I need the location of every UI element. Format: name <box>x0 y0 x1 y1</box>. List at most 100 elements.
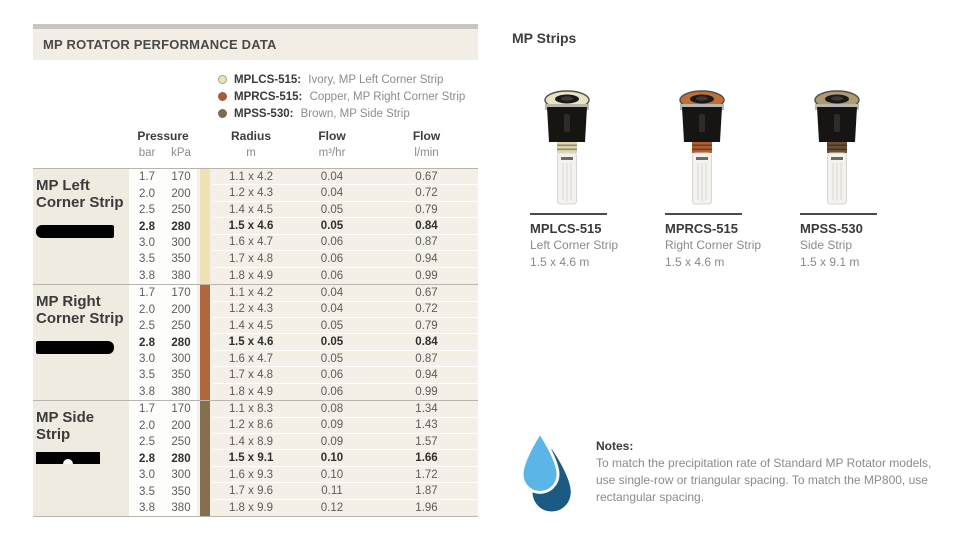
cell-radius: 1.8 x 4.9 <box>213 267 289 285</box>
color-stripe-cell <box>197 285 213 401</box>
cell-m3hr: 0.05 <box>289 350 375 368</box>
cell-bar: 3.5 <box>129 251 165 268</box>
cell-radius: 1.5 x 4.6 <box>213 334 289 351</box>
cell-m3hr: 0.08 <box>289 401 375 418</box>
product-cards: MPLCS-515 Left Corner Strip 1.5 x 4.6 m MPR… <box>530 88 925 271</box>
cell-kpa: 280 <box>165 334 197 351</box>
col-header-flow-lmin: Flow <box>412 129 441 143</box>
cell-kpa: 350 <box>165 367 197 384</box>
cell-m3hr: 0.06 <box>289 383 375 401</box>
cell-kpa: 170 <box>165 285 197 302</box>
cell-radius: 1.4 x 4.5 <box>213 201 289 219</box>
cell-bar: 2.0 <box>129 185 165 202</box>
group-name: MP Side Strip <box>36 409 95 444</box>
page-title: MP ROTATOR PERFORMANCE DATA <box>43 37 277 52</box>
cell-m3hr: 0.05 <box>289 218 375 235</box>
cell-lmin: 0.72 <box>375 185 478 202</box>
cell-kpa: 300 <box>165 350 197 368</box>
unit-bar: bar <box>138 147 156 159</box>
product-model: MPRCS-515 <box>665 221 738 236</box>
strips-heading: MP Strips <box>512 30 577 46</box>
cell-lmin: 0.99 <box>375 383 478 401</box>
cell-radius: 1.2 x 8.6 <box>213 417 289 434</box>
cell-radius: 1.7 x 4.8 <box>213 251 289 268</box>
cell-m3hr: 0.06 <box>289 267 375 285</box>
spray-pattern-right-icon <box>36 341 114 355</box>
unit-m3hr: m³/hr <box>318 147 346 159</box>
cell-radius: 1.4 x 8.9 <box>213 434 289 451</box>
top-gray-bar <box>33 24 478 29</box>
cell-lmin: 1.87 <box>375 483 478 500</box>
cell-kpa: 300 <box>165 234 197 252</box>
cell-kpa: 350 <box>165 251 197 268</box>
cell-radius: 1.8 x 9.9 <box>213 499 289 517</box>
group-label-cell: MP Right Corner Strip <box>33 285 129 401</box>
product-model: MPLCS-515 <box>530 221 602 236</box>
cell-radius: 1.1 x 4.2 <box>213 169 289 186</box>
cell-radius: 1.2 x 4.3 <box>213 185 289 202</box>
cell-m3hr: 0.09 <box>289 417 375 434</box>
group-label-cell: MP Side Strip <box>33 401 129 517</box>
legend-desc: Copper, MP Right Corner Strip <box>306 90 466 103</box>
cell-radius: 1.5 x 4.6 <box>213 218 289 235</box>
product-name: Left Corner Strip <box>530 238 619 252</box>
legend-color-dot <box>218 75 227 84</box>
color-stripe <box>200 401 210 517</box>
legend-desc: Brown, MP Side Strip <box>297 107 410 120</box>
cell-lmin: 0.87 <box>375 350 478 368</box>
legend-item: MPRCS-515: Copper, MP Right Corner Strip <box>218 88 478 105</box>
water-drop-icon <box>518 430 576 520</box>
product-card: MPSS-530 Side Strip 1.5 x 9.1 m <box>800 88 925 271</box>
cell-bar: 2.8 <box>129 218 165 235</box>
cell-bar: 1.7 <box>129 285 165 302</box>
cell-bar: 1.7 <box>129 169 165 186</box>
cell-kpa: 300 <box>165 466 197 484</box>
cell-lmin: 0.67 <box>375 285 478 302</box>
cell-radius: 1.6 x 4.7 <box>213 234 289 252</box>
legend-model: MPLCS-515: <box>234 73 302 86</box>
cell-kpa: 250 <box>165 201 197 219</box>
color-stripe <box>200 169 210 285</box>
legend-color-dot <box>218 92 227 101</box>
cell-bar: 3.5 <box>129 483 165 500</box>
cell-radius: 1.7 x 9.6 <box>213 483 289 500</box>
product-image-wrap <box>530 88 655 206</box>
cell-m3hr: 0.12 <box>289 499 375 517</box>
cell-lmin: 0.94 <box>375 251 478 268</box>
cell-kpa: 200 <box>165 417 197 434</box>
notes-label: Notes: <box>596 439 634 453</box>
cell-m3hr: 0.06 <box>289 251 375 268</box>
cell-lmin: 1.72 <box>375 466 478 484</box>
cell-kpa: 200 <box>165 301 197 318</box>
title-band: MP ROTATOR PERFORMANCE DATA <box>33 29 478 60</box>
group-name: MP Left Corner Strip <box>36 177 124 211</box>
cell-bar: 3.8 <box>129 267 165 285</box>
unit-m: m <box>246 147 256 159</box>
cell-bar: 3.0 <box>129 466 165 484</box>
cell-kpa: 250 <box>165 434 197 451</box>
table-group: MP Left Corner Strip 1.7 170 1.1 x 4.2 0.04 0… <box>33 168 478 285</box>
cell-radius: 1.4 x 4.5 <box>213 317 289 335</box>
product-size: 1.5 x 9.1 m <box>800 255 860 269</box>
cell-kpa: 350 <box>165 483 197 500</box>
cell-bar: 2.8 <box>129 450 165 467</box>
cell-kpa: 250 <box>165 317 197 335</box>
cell-radius: 1.1 x 8.3 <box>213 401 289 418</box>
cell-kpa: 280 <box>165 218 197 235</box>
product-model: MPSS-530 <box>800 221 863 236</box>
cell-lmin: 0.84 <box>375 334 478 351</box>
cell-bar: 3.8 <box>129 383 165 401</box>
product-image-wrap <box>665 88 790 206</box>
legend-item: MPLCS-515: Ivory, MP Left Corner Strip <box>218 71 478 88</box>
card-divider <box>800 213 877 215</box>
cell-m3hr: 0.10 <box>289 450 375 467</box>
product-card: MPLCS-515 Left Corner Strip 1.5 x 4.6 m <box>530 88 655 271</box>
sprinkler-nozzle-image <box>544 90 590 205</box>
group-name: MP Right Corner Strip <box>36 293 124 328</box>
sprinkler-nozzle-image <box>814 90 860 205</box>
cell-kpa: 380 <box>165 499 197 517</box>
cell-m3hr: 0.04 <box>289 285 375 302</box>
cell-m3hr: 0.04 <box>289 301 375 318</box>
cell-lmin: 0.79 <box>375 317 478 335</box>
table-group: MP Side Strip 1.7 170 1.1 x 8.3 0.08 1.34 2.0 2… <box>33 400 478 518</box>
